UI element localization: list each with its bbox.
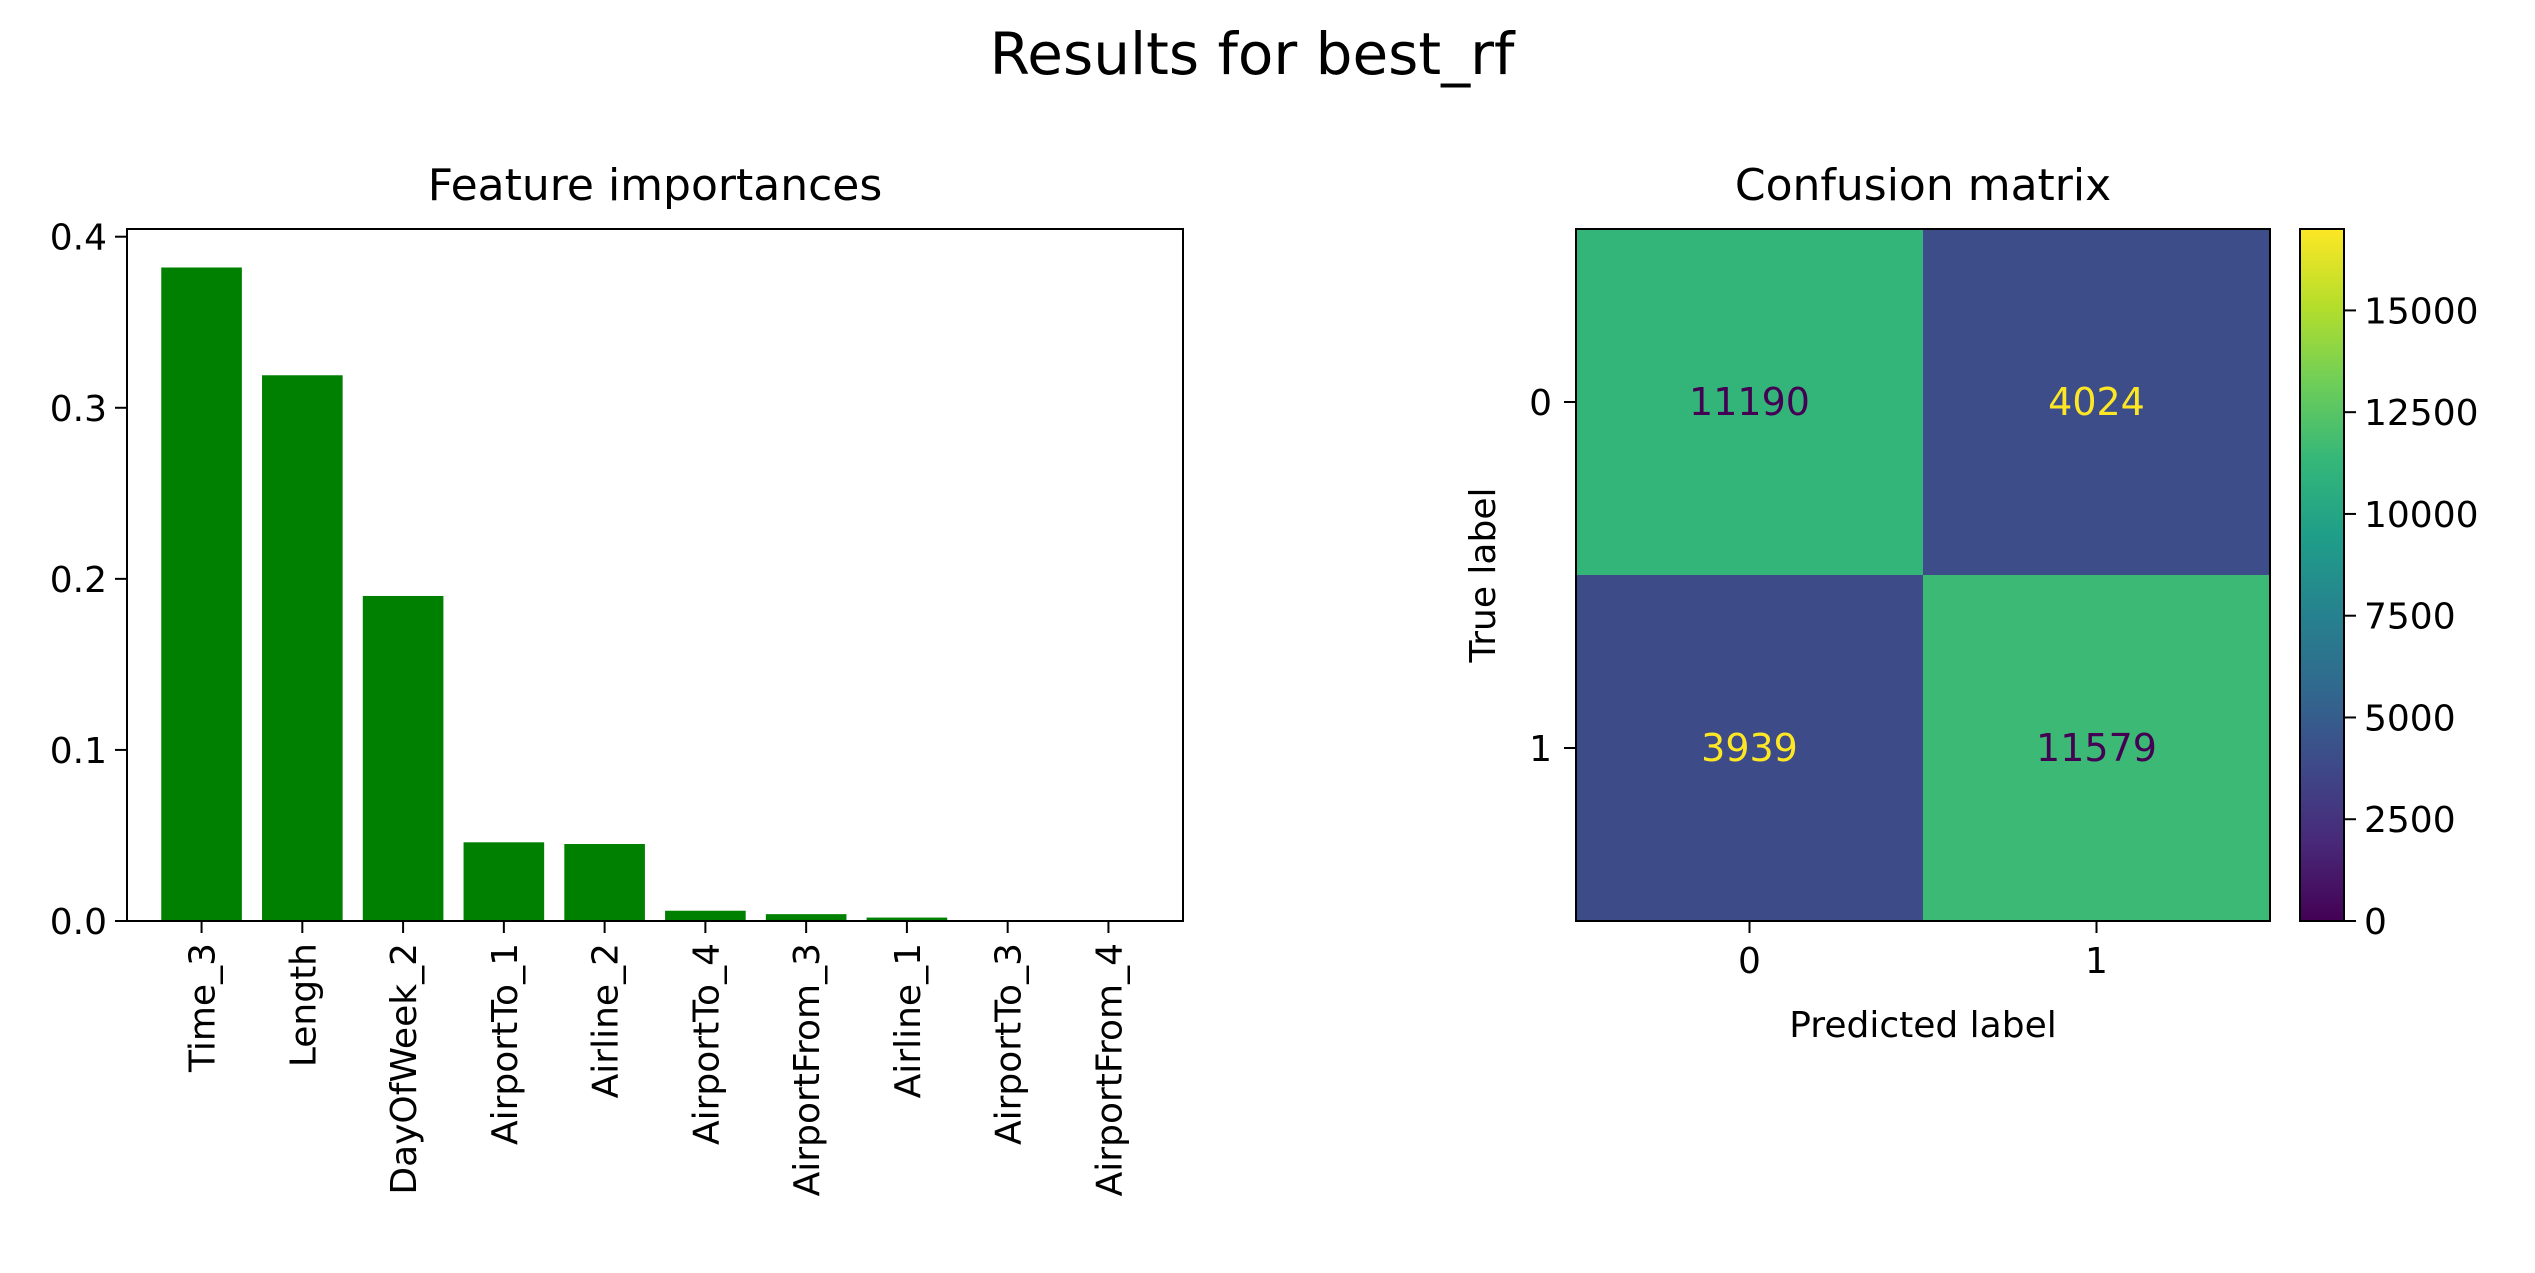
- x-tick-label: AirportFrom_4: [1089, 943, 1130, 1196]
- matrix-frame: [1575, 228, 2271, 922]
- colorbar-tick-label: 7500: [2364, 597, 2456, 638]
- y-tick-label: 0.0: [50, 902, 107, 943]
- colorbar-tick-label: 2500: [2364, 800, 2456, 841]
- matrix-axes: 0 1 0 1: [1529, 383, 2108, 982]
- colorbar-tick-label: 5000: [2364, 698, 2456, 739]
- x-axis: Time_3 Length DayOfWeek_2 AirportTo_1 Airlin…: [183, 921, 1130, 1196]
- y-tick-label: 0.4: [50, 218, 107, 259]
- matrix-cell: [1923, 229, 2270, 575]
- colorbar-tick-label: 10000: [2364, 495, 2479, 536]
- x-tick-label: AirportFrom_3: [787, 943, 828, 1196]
- colorbar: [2299, 228, 2345, 922]
- bar-Length: [262, 375, 343, 921]
- bar-Time_3: [161, 267, 242, 922]
- figure-title: Results for best_rf: [990, 20, 1516, 88]
- colorbar-tick-label: 15000: [2364, 291, 2479, 332]
- confusion-matrix-title: Confusion matrix: [1735, 160, 2111, 211]
- feature-importance-chart: Feature importances 0.0 0.1 0.2 0.3 0.4 Time…: [50, 160, 1184, 1196]
- matrix-cell: [1576, 575, 1923, 921]
- y-tick-label: 0: [1529, 383, 1552, 424]
- x-tick-label: AirportTo_4: [686, 943, 727, 1145]
- x-tick-label: AirportTo_3: [989, 943, 1030, 1145]
- matrix-cell-value: 3939: [1701, 726, 1798, 770]
- bar-AirportTo_4: [665, 910, 746, 921]
- x-tick-label: 1: [2085, 941, 2108, 982]
- colorbar-ticks: 0 2500 5000 7500 10000 12500 15000: [2344, 291, 2479, 943]
- colorbar-tick-label: 0: [2364, 902, 2387, 943]
- y-axis-label: True label: [1463, 488, 1504, 664]
- x-tick-label: AirportTo_1: [485, 943, 526, 1145]
- bar-DayOfWeek_2: [362, 595, 444, 921]
- bar-AirportFrom_3: [765, 914, 847, 921]
- matrix-cells: 11190 4024 3939 11579: [1576, 229, 2270, 921]
- y-tick-label: 0.3: [50, 389, 107, 430]
- bar-group: [161, 267, 1149, 922]
- x-tick-label: Airline_1: [888, 943, 929, 1098]
- plot-frame: [126, 228, 1184, 922]
- matrix-cell-value: 11190: [1689, 380, 1810, 424]
- x-axis-label: Predicted label: [1789, 1005, 2057, 1046]
- bar-Airline_1: [866, 917, 948, 921]
- x-tick-label: Length: [283, 943, 324, 1067]
- matrix-cell: [1576, 229, 1923, 575]
- y-axis: 0.0 0.1 0.2 0.3 0.4: [50, 218, 127, 943]
- feature-importance-title: Feature importances: [428, 160, 883, 211]
- y-tick-label: 1: [1529, 729, 1552, 770]
- matrix-cell-value: 11579: [2036, 726, 2157, 770]
- matrix-cell-value: 4024: [2048, 380, 2145, 424]
- x-tick-label: DayOfWeek_2: [384, 943, 425, 1195]
- bar-AirportTo_1: [463, 842, 545, 921]
- y-tick-label: 0.1: [50, 731, 107, 772]
- matrix-cell: [1923, 575, 2270, 921]
- x-tick-label: Time_3: [183, 943, 224, 1073]
- y-tick-label: 0.2: [50, 560, 107, 601]
- bar-Airline_2: [564, 844, 645, 921]
- x-tick-label: Airline_2: [586, 943, 627, 1098]
- colorbar-tick-label: 12500: [2364, 393, 2479, 434]
- x-tick-label: 0: [1738, 941, 1761, 982]
